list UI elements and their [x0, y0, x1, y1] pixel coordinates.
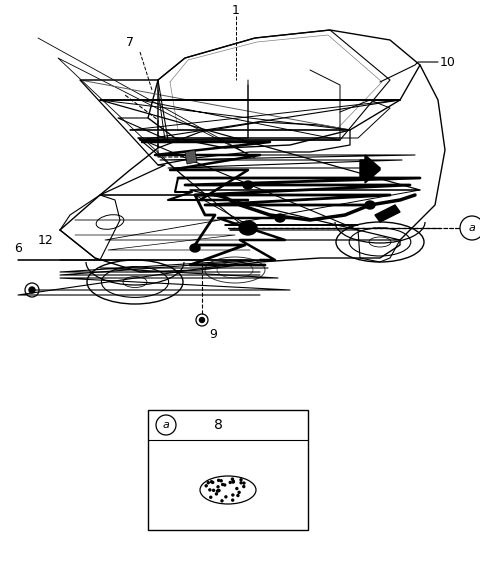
Text: 7: 7 [126, 36, 134, 48]
Polygon shape [375, 205, 400, 222]
Text: 1: 1 [232, 3, 240, 16]
Circle shape [237, 495, 239, 496]
Text: 8: 8 [214, 418, 222, 432]
Circle shape [217, 489, 220, 492]
Ellipse shape [190, 244, 200, 252]
Circle shape [232, 499, 234, 501]
Circle shape [213, 489, 215, 491]
Polygon shape [360, 155, 380, 183]
Circle shape [216, 490, 218, 492]
Circle shape [218, 489, 220, 491]
Circle shape [232, 480, 234, 482]
Circle shape [240, 482, 242, 484]
Circle shape [221, 500, 223, 502]
Circle shape [225, 496, 227, 498]
Circle shape [216, 493, 217, 495]
Circle shape [238, 491, 240, 494]
Circle shape [236, 488, 238, 489]
Circle shape [243, 485, 245, 488]
Circle shape [207, 482, 209, 484]
Circle shape [200, 318, 204, 322]
Text: 10: 10 [440, 55, 456, 69]
Circle shape [217, 480, 220, 481]
Circle shape [29, 287, 35, 293]
Text: 12: 12 [38, 233, 54, 247]
Ellipse shape [243, 181, 253, 189]
Ellipse shape [239, 221, 257, 235]
Text: 6: 6 [14, 242, 22, 254]
Circle shape [240, 479, 242, 481]
Polygon shape [185, 150, 197, 164]
Circle shape [212, 481, 214, 484]
Circle shape [232, 494, 234, 496]
Circle shape [217, 486, 219, 488]
Text: a: a [468, 223, 475, 233]
Circle shape [210, 496, 212, 498]
Circle shape [220, 480, 222, 482]
Ellipse shape [365, 201, 375, 209]
Bar [148, 410, 308, 530]
Circle shape [232, 481, 234, 483]
Circle shape [231, 478, 233, 480]
Text: a: a [163, 420, 169, 430]
Ellipse shape [275, 214, 285, 222]
Circle shape [211, 481, 213, 482]
Circle shape [243, 482, 245, 484]
Circle shape [205, 485, 207, 487]
Text: 9: 9 [209, 328, 217, 342]
Circle shape [229, 481, 231, 484]
Circle shape [222, 484, 224, 485]
Circle shape [224, 484, 226, 486]
Circle shape [209, 489, 211, 491]
